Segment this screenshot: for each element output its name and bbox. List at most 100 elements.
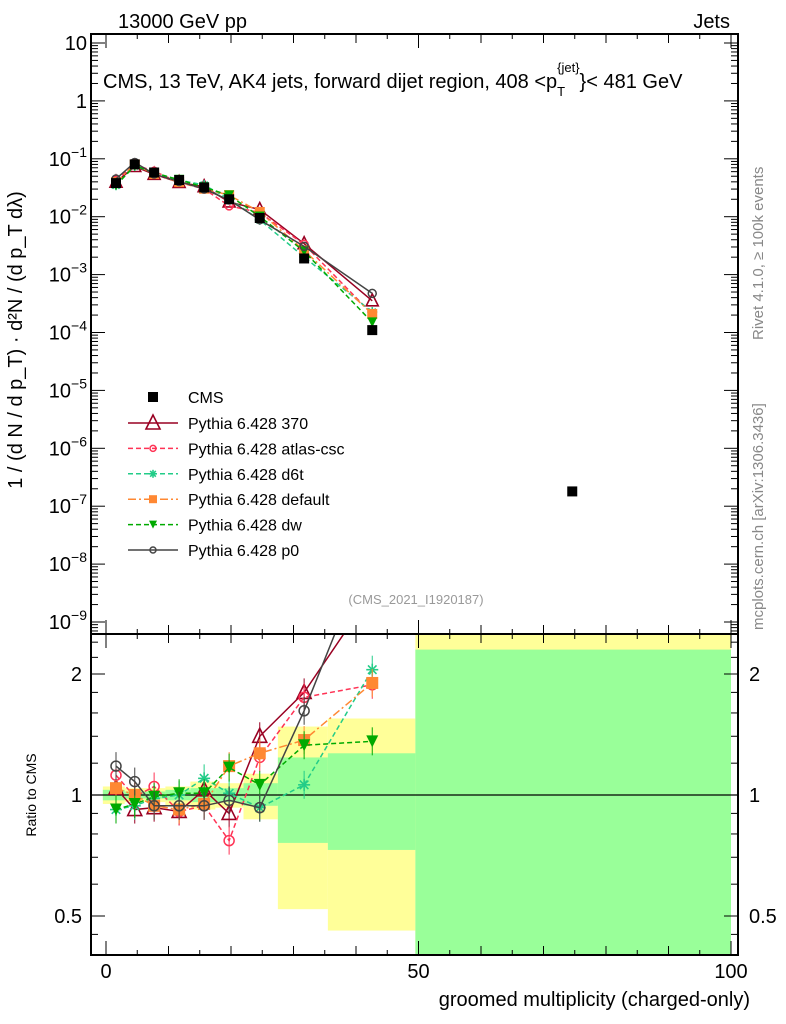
y-tick-label: 10−2 [49, 202, 87, 229]
marker-square [111, 178, 121, 189]
series-line [115, 163, 373, 315]
series-line [115, 163, 373, 315]
marker-square [567, 486, 578, 497]
title-sub: T [557, 84, 565, 99]
y-tick-label: 10−9 [49, 607, 87, 634]
y-tick-exponent: −2 [71, 202, 87, 218]
axis-ticks: 0 50 10010110−110−210−310−410−510−610−710−… [49, 33, 777, 983]
legend: CMS Pythia 6.428 370 Pythia 6.428 atlas-cs… [128, 390, 345, 560]
y-tick-base: 1 [76, 91, 87, 113]
legend-label: Pythia 6.428 p0 [188, 543, 299, 560]
legend-label: Pythia 6.428 370 [188, 416, 308, 433]
title-tail: }< 481 GeV [580, 71, 684, 93]
y-tick-label: 10−4 [49, 318, 87, 345]
y-tick-exponent: −9 [71, 607, 87, 623]
marker-square [174, 175, 185, 186]
marker-circle [298, 705, 310, 717]
marker-asterisk [198, 772, 211, 785]
marker-circle [254, 801, 266, 814]
y-tick-base: 10 [49, 323, 71, 345]
ratio-plot-marks [107, 535, 379, 855]
marker-square [199, 182, 210, 193]
ratio-band-stat [277, 757, 328, 843]
main-plot-marks [108, 157, 578, 497]
ratio-series-line [115, 669, 373, 811]
y-tick-base: 10 [49, 207, 71, 229]
marker-square [148, 392, 158, 402]
asterisk-stroke [299, 780, 309, 790]
marker-triangle-up [220, 803, 238, 821]
x-tick-label: 50 [407, 961, 429, 983]
y-tick-label: 10−8 [49, 549, 87, 576]
marker-circle [367, 535, 377, 545]
marker-asterisk [149, 469, 157, 478]
ratio-band-stat [327, 753, 416, 850]
series-line [115, 164, 373, 323]
y-tick-exponent: −8 [71, 549, 87, 565]
ratio-bands [102, 634, 731, 955]
asterisk-stroke [199, 773, 209, 784]
y-tick-exponent: −5 [71, 375, 87, 391]
marker-triangle-down [128, 797, 141, 810]
marker-square [129, 159, 140, 170]
y-tick-base: 10 [49, 265, 71, 287]
rivet-label: Rivet 4.1.0, ≥ 100k events [750, 167, 767, 340]
title-sup: {jet} [557, 60, 580, 75]
y-tick-exponent: −4 [71, 318, 87, 334]
marker-circle [367, 288, 377, 299]
y-tick-exponent: −7 [71, 491, 87, 507]
marker-square [366, 676, 379, 689]
y-axis-label: 1 / (d N / d p_T) · d²N / (d p_T dλ) [5, 191, 27, 489]
ratio-y-tick-label-right: 1 [749, 785, 760, 807]
ratio-series-line [115, 684, 373, 843]
marker-square [110, 782, 122, 795]
marker-square [224, 194, 235, 205]
y-tick-base: 10 [49, 380, 71, 402]
marker-square [299, 253, 310, 264]
marker-triangle-down [223, 761, 236, 774]
legend-label: Pythia 6.428 dw [188, 518, 302, 535]
marker-circle [173, 800, 185, 812]
marker-circle [149, 546, 157, 554]
x-tick-label: 100 [714, 961, 747, 983]
mcplots-label: mcplots.cern.ch [arXiv:1306.3436] [750, 403, 767, 630]
marker-triangle-up [364, 292, 380, 307]
marker-triangle-down [110, 803, 122, 816]
marker-square [254, 212, 265, 223]
marker-triangle-down [253, 778, 266, 791]
ratio-series-line [115, 682, 373, 811]
y-tick-label: 10 [65, 33, 87, 55]
ratio-y-tick-label-right: 0.5 [749, 906, 777, 928]
x-tick-label: 0 [100, 961, 111, 983]
marker-circle [198, 800, 210, 812]
y-tick-label: 10−7 [49, 491, 87, 518]
series-line [115, 165, 373, 313]
y-tick-base: 10 [49, 496, 71, 518]
ratio-y-axis-label: Ratio to CMS [23, 753, 39, 836]
marker-square [367, 308, 378, 319]
ratio-y-tick-label-right: 2 [749, 664, 760, 686]
y-tick-exponent: −1 [71, 144, 87, 160]
marker-square [253, 747, 266, 760]
marker-square [149, 167, 160, 178]
x-axis-label: groomed multiplicity (charged-only) [439, 989, 750, 1011]
y-tick-base: 10 [49, 149, 71, 171]
ratio-y-tick-label-left: 2 [71, 664, 82, 686]
marker-circle [223, 794, 235, 807]
marker-circle [148, 800, 160, 812]
ratio-y-tick-label-left: 1 [71, 785, 82, 807]
y-tick-base: 10 [65, 33, 87, 55]
marker-circle [223, 834, 235, 847]
marker-square [367, 325, 378, 336]
y-tick-base: 10 [49, 554, 71, 576]
header-right: Jets [693, 11, 730, 33]
y-tick-base: 10 [49, 612, 71, 634]
marker-circle [299, 241, 309, 252]
y-tick-label: 10−3 [49, 260, 87, 287]
marker-triangle-down [298, 739, 311, 752]
legend-label: Pythia 6.428 d6t [188, 467, 304, 484]
legend-label: Pythia 6.428 atlas-csc [188, 441, 345, 458]
legend-label: Pythia 6.428 default [188, 492, 330, 509]
y-tick-base: 10 [49, 438, 71, 460]
